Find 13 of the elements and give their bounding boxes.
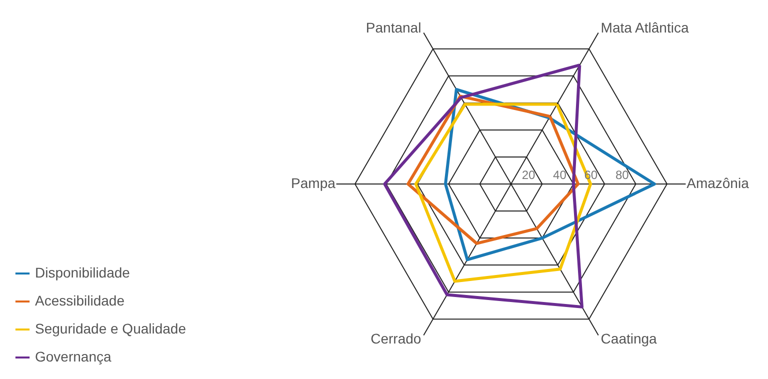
y-tick-label: 80 xyxy=(615,168,630,182)
y-tick-label: 20 xyxy=(522,168,536,182)
legend-label: Disponibilidade xyxy=(35,264,130,280)
spoke-label: Pampa xyxy=(291,175,336,191)
spoke-label: Cerrado xyxy=(370,330,422,347)
legend-label: Acessibilidade xyxy=(35,292,125,308)
spoke-label: Caatinga xyxy=(600,330,658,347)
spoke-label: Amazônia xyxy=(686,175,750,191)
spoke-label: Pantanal xyxy=(366,19,422,36)
y-tick-label: 40 xyxy=(553,168,567,182)
legend-label: Seguridade e Qualidade xyxy=(35,320,186,336)
legend-label: Governança xyxy=(35,348,112,364)
spoke-label: Mata Atlântica xyxy=(600,19,689,36)
